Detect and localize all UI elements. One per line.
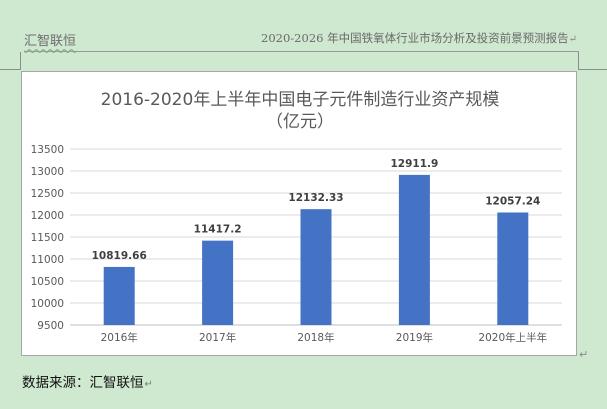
y-tick-12500: 12500 [31, 188, 64, 200]
y-tick-10500: 10500 [31, 276, 64, 288]
bar-2 [202, 240, 234, 325]
y-tick-9500: 9500 [37, 320, 64, 332]
x-tick-3: 2018年 [297, 331, 334, 344]
data-label-2: 11417.2 [194, 224, 242, 236]
bar-5 [497, 212, 529, 325]
x-tick-1: 2016年 [101, 331, 138, 344]
chart-title-line-2: （亿元） [266, 112, 334, 132]
header-report-title-text: 2020-2026 年中国铁氧体行业市场分析及投资前景预测报告 [261, 31, 569, 45]
bar-3 [300, 209, 332, 325]
paragraph-mark-source: ↵ [144, 379, 153, 390]
data-label-3: 12132.33 [288, 192, 343, 204]
crop-mark-top-right-v [578, 52, 579, 70]
crop-mark-top-right-h [578, 69, 607, 70]
chart-title-line-1: 2016-2020年上半年中国电子元件制造行业资产规模 [101, 90, 500, 110]
bar-4 [398, 174, 430, 325]
data-labels: 10819.66 11417.2 12132.33 12911.9 12057.24 [92, 158, 541, 262]
data-label-4: 12911.9 [390, 158, 438, 170]
x-tick-4: 2019年 [396, 331, 433, 344]
x-tick-2: 2017年 [199, 331, 236, 344]
data-source-text: 数据来源：汇智联恒 [22, 375, 144, 391]
crop-mark-top-left-v [20, 52, 21, 70]
x-tick-5: 2020年上半年 [478, 331, 547, 344]
bar-chart: 2016-2020年上半年中国电子元件制造行业资产规模 （亿元） 9500 100… [31, 90, 562, 344]
crop-mark-top-left-h [0, 69, 20, 70]
paragraph-mark-chart: ↵ [579, 348, 589, 361]
y-tick-13000: 13000 [31, 166, 64, 178]
paragraph-mark: ↵ [568, 34, 577, 45]
y-tick-10000: 10000 [31, 298, 64, 310]
y-tick-11500: 11500 [31, 232, 64, 244]
bar-1 [103, 266, 135, 325]
y-tick-13500: 13500 [31, 144, 64, 156]
data-label-1: 10819.66 [92, 250, 147, 262]
header-divider [24, 51, 579, 52]
bars [103, 174, 529, 325]
chart-frame: 2016-2020年上半年中国电子元件制造行业资产规模 （亿元） 9500 100… [21, 71, 577, 356]
y-tick-11000: 11000 [31, 254, 64, 266]
y-axis-tick-labels: 9500 10000 10500 11000 11500 12000 12500 13000 1… [31, 144, 64, 332]
data-label-5: 12057.24 [485, 195, 540, 207]
x-axis-tick-labels: 2016年 2017年 2018年 2019年 2020年上半年 [101, 331, 548, 344]
header-company-name: 汇智联恒 [24, 34, 77, 49]
header-report-title: 2020-2026 年中国铁氧体行业市场分析及投资前景预测报告↵ [261, 30, 577, 46]
data-source-note: 数据来源：汇智联恒↵ [22, 371, 153, 391]
y-tick-12000: 12000 [31, 210, 64, 222]
